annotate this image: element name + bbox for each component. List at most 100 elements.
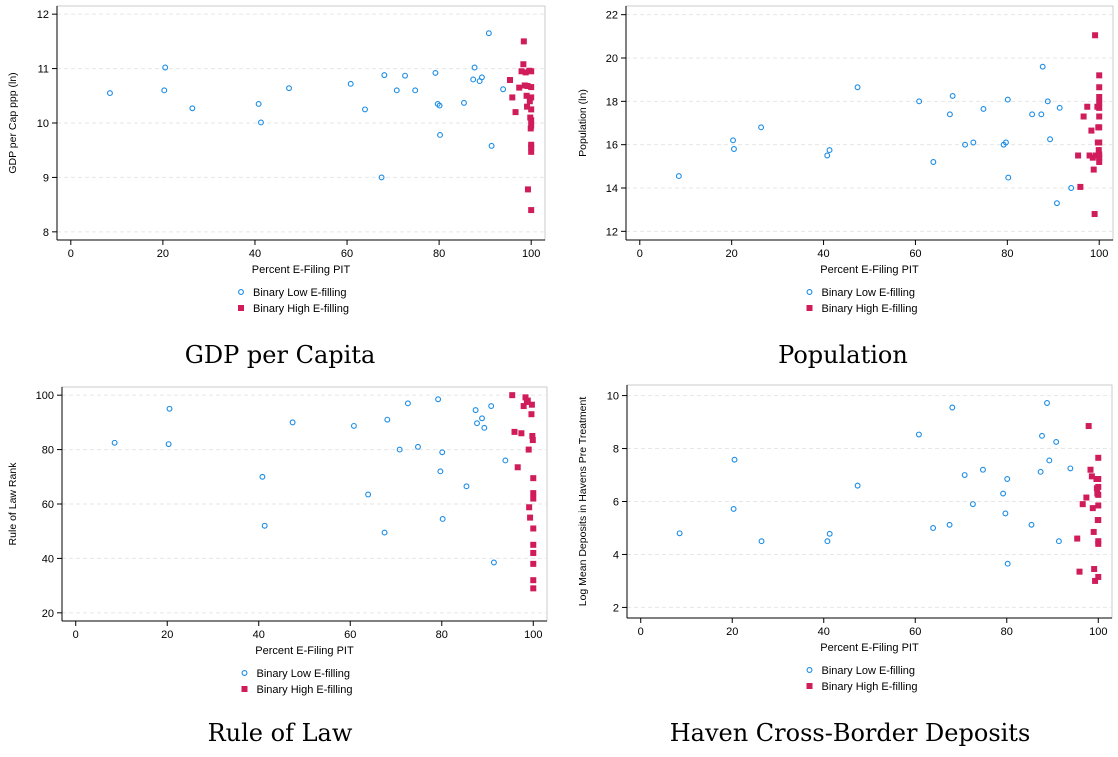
data-point-high-efiling (518, 68, 525, 75)
data-point-low-efiling (439, 516, 446, 522)
x-tick-label: 100 (522, 248, 540, 260)
y-tick-label: 100 (36, 390, 54, 402)
data-point-high-efiling (530, 560, 537, 567)
data-point-low-efiling (470, 76, 477, 83)
data-point-high-efiling (509, 94, 516, 101)
data-point-high-efiling (1092, 32, 1099, 39)
data-point-low-efiling (854, 482, 861, 489)
x-tick-label: 0 (638, 626, 644, 638)
data-point-low-efiling (393, 87, 400, 94)
data-point-low-efiling (402, 72, 408, 79)
data-point-high-efiling (528, 106, 535, 113)
data-point-low-efiling (1053, 200, 1060, 207)
data-point-high-efiling (530, 577, 537, 584)
data-point-high-efiling (528, 207, 535, 214)
plot-frame (625, 5, 1114, 241)
data-point-high-efiling (530, 475, 537, 482)
data-point-high-efiling (520, 403, 527, 410)
data-point-low-efiling (961, 472, 968, 478)
data-point-low-efiling (731, 146, 737, 152)
data-point-low-efiling (675, 173, 682, 180)
data-point-low-efiling (1000, 490, 1007, 497)
data-point-low-efiling (1005, 174, 1012, 181)
legend-label-low: Binary Low E-filling (822, 287, 916, 299)
x-tick-label: 40 (253, 629, 265, 641)
data-point-low-efiling (474, 420, 480, 427)
data-point-low-efiling (479, 415, 485, 422)
data-point-low-efiling (111, 439, 118, 446)
x-axis-title: Percent E-Filing PIT (820, 264, 919, 276)
data-point-high-efiling (528, 68, 535, 75)
data-point-high-efiling (1087, 466, 1094, 473)
data-point-low-efiling (500, 86, 507, 93)
data-point-high-efiling (530, 495, 537, 502)
data-point-high-efiling (516, 84, 523, 91)
data-point-low-efiling (730, 137, 736, 144)
data-point-high-efiling (524, 82, 531, 89)
legend-marker-high (238, 305, 244, 311)
y-tick-label: 40 (42, 553, 54, 565)
data-point-low-efiling (485, 30, 492, 37)
data-point-high-efiling (1092, 577, 1099, 584)
x-tick-label: 60 (909, 248, 921, 260)
data-point-low-efiling (189, 105, 196, 112)
y-tick-label: 9 (43, 172, 49, 184)
y-tick-label: 10 (607, 391, 619, 403)
data-point-low-efiling (758, 538, 765, 545)
data-point-high-efiling (507, 77, 514, 84)
x-tick-label: 100 (524, 629, 542, 641)
y-tick-label: 80 (42, 445, 54, 457)
y-tick-label: 60 (42, 499, 54, 511)
data-point-low-efiling (435, 396, 442, 403)
data-point-low-efiling (404, 400, 411, 407)
data-point-low-efiling (949, 404, 956, 411)
data-point-low-efiling (854, 84, 861, 91)
x-tick-label: 80 (1001, 248, 1013, 260)
data-point-high-efiling (1096, 159, 1103, 165)
data-point-low-efiling (166, 405, 173, 412)
x-tick-label: 0 (68, 248, 74, 260)
data-point-high-efiling (528, 144, 535, 151)
data-point-high-efiling (529, 437, 536, 444)
data-point-high-efiling (1095, 491, 1102, 498)
data-point-high-efiling (1095, 540, 1102, 547)
data-point-low-efiling (439, 449, 446, 456)
x-tick-label: 20 (726, 626, 738, 638)
caption-haven-deposits: Haven Cross-Border Deposits (669, 719, 1031, 747)
data-point-low-efiling (826, 147, 833, 154)
data-point-low-efiling (381, 529, 388, 536)
data-point-low-efiling (261, 522, 268, 529)
data-point-high-efiling (1093, 152, 1100, 159)
data-point-high-efiling (514, 464, 521, 471)
data-point-high-efiling (1077, 183, 1084, 190)
data-point-low-efiling (1067, 465, 1074, 472)
y-tick-label: 10 (37, 118, 49, 130)
data-point-high-efiling (530, 490, 537, 497)
y-tick-label: 18 (606, 96, 618, 108)
data-point-high-efiling (1095, 475, 1102, 482)
data-point-low-efiling (412, 87, 419, 94)
population-chart: 12 14 16 18 20 22 0 20 40 60 80 100 Percent E-Filing… (577, 5, 1114, 315)
data-point-high-efiling (518, 430, 525, 437)
data-point-high-efiling (1095, 502, 1102, 509)
legend-label-high: Binary High E-filling (253, 303, 349, 315)
data-point-low-efiling (1038, 111, 1045, 118)
data-point-low-efiling (980, 466, 986, 473)
data-point-high-efiling (1085, 423, 1092, 430)
data-point-low-efiling (758, 124, 765, 131)
data-point-high-efiling (528, 411, 535, 418)
data-point-low-efiling (463, 483, 470, 490)
data-point-low-efiling (415, 443, 421, 450)
x-tick-label: 40 (817, 248, 829, 260)
data-point-high-efiling (527, 514, 534, 521)
data-point-low-efiling (165, 441, 172, 448)
data-point-low-efiling (347, 80, 354, 87)
x-axis-title: Percent E-Filing PIT (255, 645, 354, 657)
data-point-high-efiling (512, 109, 519, 116)
data-point-low-efiling (259, 473, 266, 480)
y-tick-label: 11 (38, 64, 49, 76)
data-point-high-efiling (522, 69, 529, 76)
x-tick-label: 80 (1001, 626, 1013, 638)
data-point-low-efiling (1055, 538, 1062, 545)
